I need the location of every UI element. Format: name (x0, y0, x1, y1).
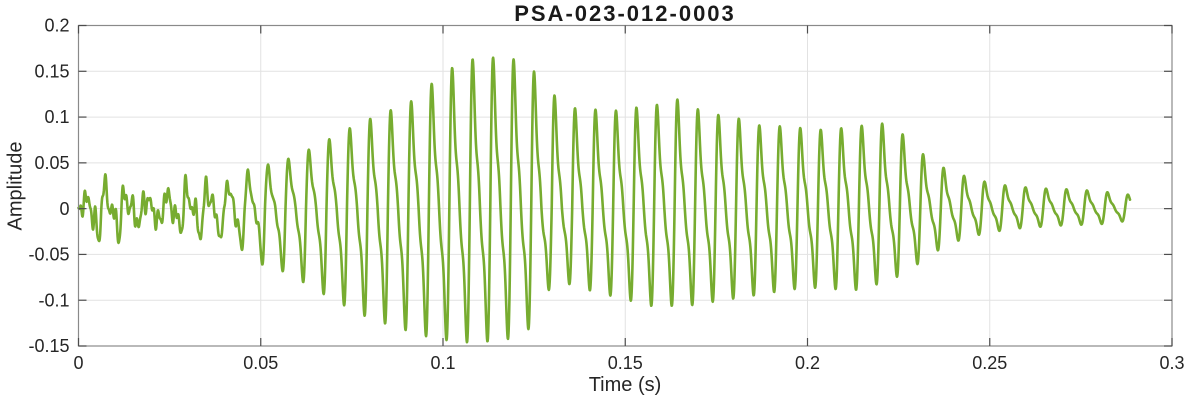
x-tick-label: 0.25 (972, 353, 1007, 373)
y-tick-label: 0.2 (44, 16, 69, 36)
y-tick-label: -0.05 (28, 245, 69, 265)
x-tick-label: 0.15 (608, 353, 643, 373)
x-tick-label: 0 (73, 353, 83, 373)
y-tick-label: -0.1 (38, 290, 69, 310)
y-tick-label: 0.15 (34, 61, 69, 81)
waveform (77, 56, 1132, 344)
x-tick-label: 0.1 (430, 353, 455, 373)
x-axis-label: Time (s) (588, 374, 662, 396)
x-tick-label: 0.2 (795, 353, 820, 373)
y-axis-label: Amplitude (4, 141, 27, 231)
chart-title: PSA-023-012-0003 (514, 1, 736, 26)
y-tick-label: 0.05 (34, 153, 69, 173)
y-tick-label: 0.1 (44, 107, 69, 127)
y-tick-label: 0 (59, 199, 69, 219)
x-tick-label: 0.3 (1159, 353, 1184, 373)
y-tick-label: -0.15 (28, 336, 69, 356)
x-tick-label: 0.05 (243, 353, 278, 373)
